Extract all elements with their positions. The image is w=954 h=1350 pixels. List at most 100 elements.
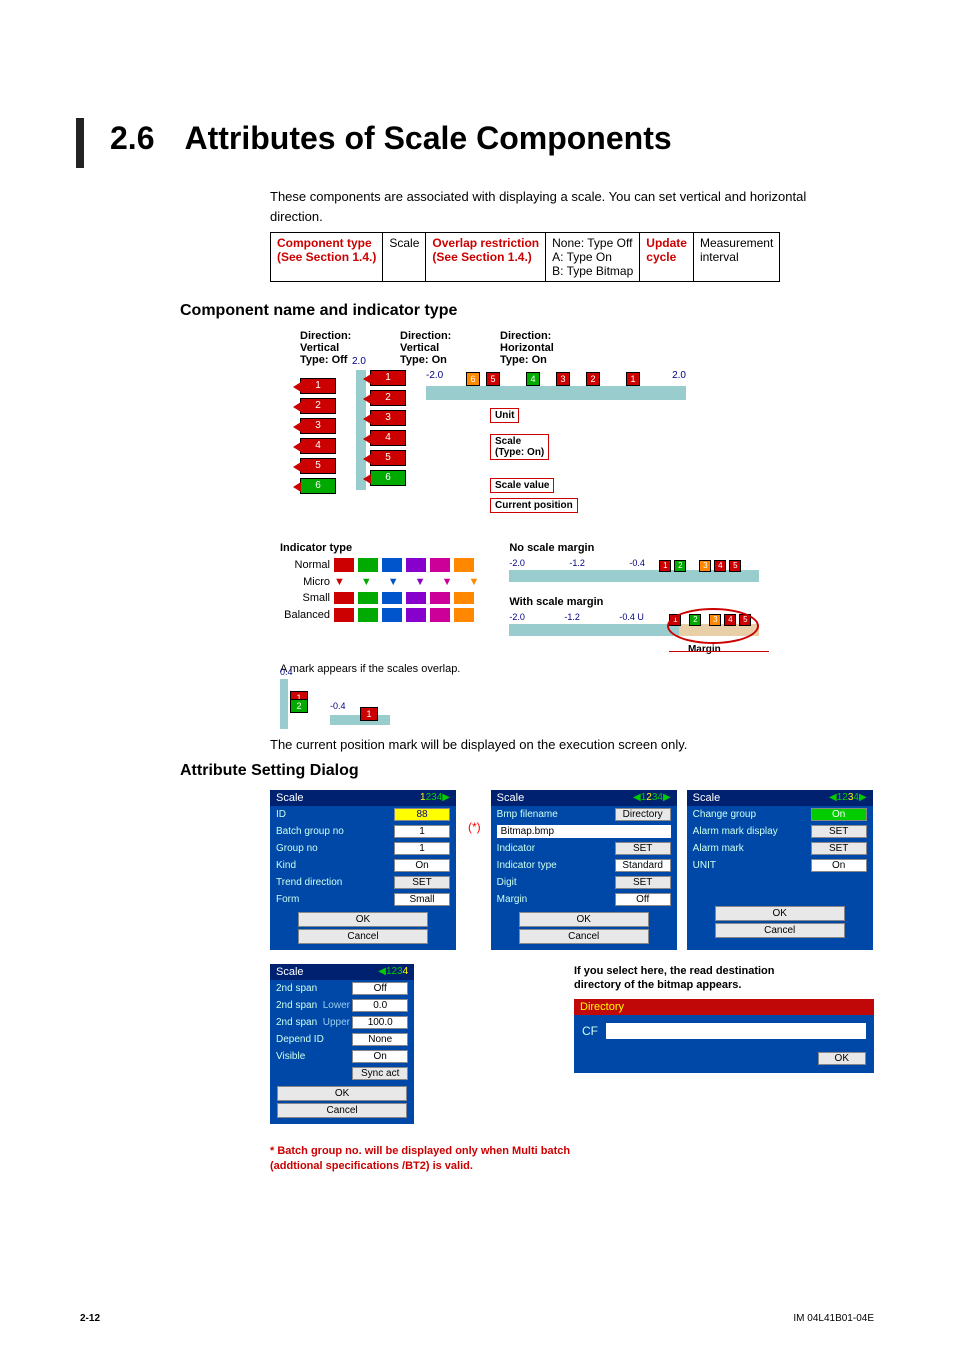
dl-voff-3: Type: Off <box>300 354 347 366</box>
d2-r0v[interactable]: Directory <box>615 808 671 821</box>
d1-title: Scale <box>276 792 304 804</box>
overlap-horizontal: -0.4 1 <box>330 703 390 729</box>
nm-t1: -2.0 <box>509 558 525 568</box>
d1-r3v[interactable]: On <box>394 859 450 872</box>
overlap-vertical: 0.4 1 2 <box>280 679 310 729</box>
hm-2: 2 <box>586 372 600 386</box>
d2-cancel[interactable]: Cancel <box>519 929 649 944</box>
it-r1c6: Measurement <box>700 236 773 250</box>
d4-r1s: Lower <box>323 1000 350 1011</box>
info-table: Component type (See Section 1.4.) Scale … <box>270 232 780 282</box>
dl-von-2: Vertical <box>400 342 439 354</box>
hm-1: 1 <box>626 372 640 386</box>
d1-r5k: Form <box>276 894 299 905</box>
d4-r3v[interactable]: None <box>352 1033 408 1046</box>
flag-on-1: 1 <box>370 370 406 386</box>
d2-r4v[interactable]: SET <box>615 876 671 889</box>
d1-r1k: Batch group no <box>276 826 344 837</box>
d3-title: Scale <box>693 792 721 804</box>
page-number: 2-12 <box>80 1313 100 1324</box>
dialog-scale-4: Scale ◀1234 2nd spanOff 2nd span Lower0.… <box>270 964 414 1124</box>
scale-col-icon <box>356 370 366 490</box>
ruler-no-margin: -2.0 -1.2 -0.4 1 2 3 4 5 <box>509 558 759 588</box>
curpos-note: The current position mark will be displa… <box>270 737 874 752</box>
side-l1: If you select here, the read destination <box>574 965 775 977</box>
flag-5: 5 <box>300 458 336 474</box>
flag-6: 6 <box>300 478 336 494</box>
d4-r4v[interactable]: On <box>352 1050 408 1063</box>
d1-r0v[interactable]: 88 <box>394 808 450 821</box>
it-r1c2: Scale <box>383 233 426 282</box>
dd-label: CF <box>582 1024 598 1038</box>
it-r1c4a: None: Type Off <box>552 236 632 250</box>
d1-r2v[interactable]: 1 <box>394 842 450 855</box>
ruler-with-margin: -2.0 -1.2 -0.4 U 1 2 3 4 5 <box>509 612 759 642</box>
d4-pc[interactable]: 4 <box>403 966 409 977</box>
d4-r3k: Depend ID <box>276 1034 324 1045</box>
d4-r2k: 2nd span <box>276 1017 317 1028</box>
nm-m4: 4 <box>714 560 726 572</box>
hm-6: 6 <box>466 372 480 386</box>
dl-hon-1: Direction: <box>500 330 551 342</box>
wm-t1: -2.0 <box>509 612 525 622</box>
d2-title: Scale <box>497 792 525 804</box>
flag-on-4: 4 <box>370 430 406 446</box>
dd-ok[interactable]: OK <box>818 1052 866 1065</box>
d3-ok[interactable]: OK <box>715 906 845 921</box>
dd-input[interactable] <box>606 1023 866 1039</box>
d4-r2s: Upper <box>323 1017 350 1028</box>
nm-t3: -0.4 <box>629 558 645 568</box>
d4-r1v[interactable]: 0.0 <box>352 999 408 1012</box>
d1-r4v[interactable]: SET <box>394 876 450 889</box>
d2-pr[interactable]: 34 <box>652 792 663 803</box>
dialog-scale-1: Scale 1234▶ ID88 Batch group no1 Group n… <box>270 790 456 950</box>
d1-pr[interactable]: 234 <box>426 792 443 803</box>
d1-ok[interactable]: OK <box>298 912 428 927</box>
flag-on-3: 3 <box>370 410 406 426</box>
d4-r0v[interactable]: Off <box>352 982 408 995</box>
dl-hon-2: Horizontal <box>500 342 554 354</box>
section-bar <box>76 118 84 168</box>
d4-pp[interactable]: 123 <box>386 966 403 977</box>
ov-hval: -0.4 <box>330 701 346 711</box>
flag-4: 4 <box>300 438 336 454</box>
nm-m3: 3 <box>699 560 711 572</box>
d4-r2v[interactable]: 100.0 <box>352 1016 408 1029</box>
d2-r1k[interactable]: Bitmap.bmp <box>497 825 671 838</box>
it-r2c6: interval <box>700 250 739 264</box>
d2-r4k: Digit <box>497 877 517 888</box>
horizontal-ruler: -2.0 2.0 6 5 4 3 2 1 <box>426 370 686 406</box>
hr-right: 2.0 <box>672 370 686 381</box>
section-title: Attributes of Scale Components <box>184 120 671 157</box>
d1-r5v[interactable]: Small <box>394 893 450 906</box>
d2-r2v[interactable]: SET <box>615 842 671 855</box>
it-r2c5: cycle <box>646 250 676 264</box>
intro-text: These components are associated with dis… <box>270 187 834 226</box>
flag-on-6: 6 <box>370 470 406 486</box>
it-r1c1: Component type <box>277 236 372 250</box>
dl-von-1: Direction: <box>400 330 451 342</box>
d3-r1v[interactable]: SET <box>811 825 867 838</box>
d3-r2v[interactable]: SET <box>811 842 867 855</box>
d3-pp[interactable]: 12 <box>837 792 848 803</box>
anno-typeon: (Type: On) <box>495 447 544 458</box>
star-note: (*) <box>468 820 481 834</box>
d2-ok[interactable]: OK <box>519 912 649 927</box>
it-r1c4c: B: Type Bitmap <box>552 264 633 278</box>
d4-r5v[interactable]: Sync act <box>352 1067 408 1080</box>
flag-2: 2 <box>300 398 336 414</box>
doc-id: IM 04L41B01-04E <box>793 1313 874 1324</box>
d4-cancel[interactable]: Cancel <box>277 1103 407 1118</box>
d4-ok[interactable]: OK <box>277 1086 407 1101</box>
hm-3: 3 <box>556 372 570 386</box>
d3-r3v[interactable]: On <box>811 859 867 872</box>
d2-r5v[interactable]: Off <box>615 893 671 906</box>
d3-cancel[interactable]: Cancel <box>715 923 845 938</box>
flag-3: 3 <box>300 418 336 434</box>
directory-dialog: Directory CF OK <box>574 999 874 1073</box>
d1-r1v[interactable]: 1 <box>394 825 450 838</box>
d3-r0v[interactable]: On <box>811 808 867 821</box>
d1-cancel[interactable]: Cancel <box>298 929 428 944</box>
d2-r3v[interactable]: Standard <box>615 859 671 872</box>
side-l2: directory of the bitmap appears. <box>574 979 741 991</box>
